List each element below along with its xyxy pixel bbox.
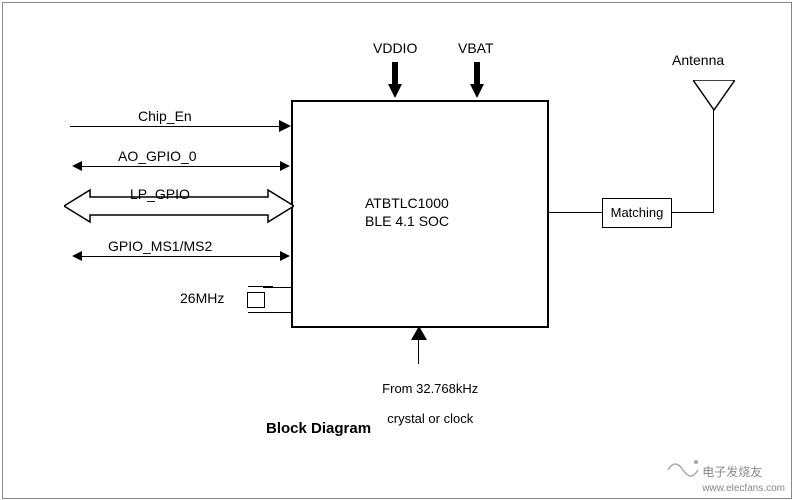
bottom-arrow-shaft xyxy=(418,340,419,364)
chip-en-line xyxy=(70,126,280,127)
vbat-label: VBAT xyxy=(458,40,494,56)
diagram-title: Block Diagram xyxy=(266,420,371,437)
ao-gpio-right-head xyxy=(280,161,290,171)
vbat-arrow-shaft xyxy=(474,62,480,84)
crystal-plate-1 xyxy=(248,286,264,287)
soc-block-text: ATBTLC1000 BLE 4.1 SOC xyxy=(365,194,449,230)
crystal-label: 26MHz xyxy=(180,290,224,306)
ao-gpio-line xyxy=(82,166,280,167)
gpio-ms-right-head xyxy=(280,251,290,261)
crystal-body xyxy=(247,292,265,308)
crystal-pin-top xyxy=(263,287,291,288)
ao-gpio-label: AO_GPIO_0 xyxy=(118,148,197,164)
lp-gpio-label: LP_GPIO xyxy=(130,186,190,202)
bottom-label: From 32.768kHz crystal or clock xyxy=(363,366,483,441)
crystal-plate-2 xyxy=(248,312,264,313)
vddio-label: VDDIO xyxy=(373,40,417,56)
antenna-label: Antenna xyxy=(672,52,724,68)
soc-block: ATBTLC1000 BLE 4.1 SOC xyxy=(291,100,549,328)
gpio-ms-line xyxy=(82,256,280,257)
chip-en-label: Chip_En xyxy=(138,108,192,124)
ao-gpio-left-head xyxy=(72,161,82,171)
matching-label: Matching xyxy=(611,205,664,220)
matching-to-ant-h xyxy=(672,212,714,213)
vbat-arrow-head xyxy=(470,84,484,98)
soc-line1: ATBTLC1000 xyxy=(365,195,449,211)
antenna-icon xyxy=(693,80,735,114)
soc-to-matching-line xyxy=(547,212,602,213)
vddio-arrow-head xyxy=(388,84,402,98)
bottom-label-line1: From 32.768kHz xyxy=(382,381,478,396)
vddio-arrow-shaft xyxy=(392,62,398,84)
watermark-text: 电子发烧友 www.elecfans.com xyxy=(702,463,785,494)
soc-line2: BLE 4.1 SOC xyxy=(365,213,449,229)
watermark-logo-icon xyxy=(663,450,703,480)
watermark-url: www.elecfans.com xyxy=(702,483,785,494)
bottom-arrow-head xyxy=(411,326,427,342)
diagram-canvas: ATBTLC1000 BLE 4.1 SOC VDDIO VBAT Chip_E… xyxy=(0,0,793,500)
bottom-label-line2: crystal or clock xyxy=(387,411,473,426)
matching-block: Matching xyxy=(602,198,672,228)
gpio-ms-left-head xyxy=(72,251,82,261)
gpio-ms-label: GPIO_MS1/MS2 xyxy=(108,238,212,254)
crystal-pin-bot xyxy=(263,312,291,313)
watermark-cn: 电子发烧友 xyxy=(702,465,762,479)
matching-to-ant-v xyxy=(713,110,714,212)
chip-en-arrowhead xyxy=(279,120,291,132)
